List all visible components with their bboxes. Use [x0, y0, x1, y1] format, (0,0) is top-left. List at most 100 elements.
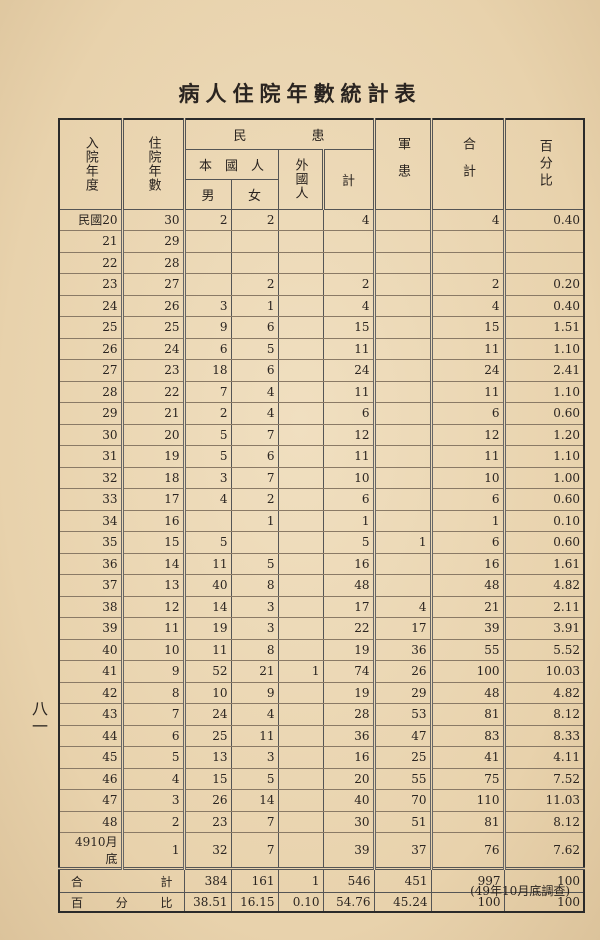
cell-years-hospitalized: 25 [121, 316, 186, 339]
cell-male [183, 230, 231, 253]
cell-female: 5 [230, 768, 278, 790]
cell-admission-year: 45 [58, 746, 124, 769]
total-military: 451 [373, 867, 432, 893]
cell-admission-year: 30 [58, 424, 124, 446]
cell-foreign [277, 617, 323, 640]
cell-admission-year: 47 [58, 789, 124, 812]
cell-admission-year: 21 [58, 230, 124, 253]
header-percent: 百分比 [503, 118, 585, 210]
cell-years-hospitalized: 14 [121, 553, 186, 575]
cell-years-hospitalized: 22 [121, 381, 186, 403]
cell-years-hospitalized: 9 [121, 660, 186, 683]
cell-total: 2 [430, 273, 506, 296]
cell-years-hospitalized: 4 [121, 768, 186, 790]
cell-admission-year: 26 [58, 338, 124, 360]
cell-percent: 11.03 [503, 789, 585, 812]
total-row: 合計 384 161 1 546 451 997 100 [58, 867, 585, 893]
cell-foreign [277, 359, 323, 382]
cell-years-hospitalized: 19 [121, 445, 186, 468]
cell-male: 40 [183, 574, 231, 597]
header-total: 合計 [430, 118, 506, 210]
cell-civilian-subtotal: 11 [322, 381, 376, 403]
cell-female: 4 [230, 402, 278, 425]
cell-civilian-subtotal: 4 [322, 209, 376, 231]
cell-foreign [277, 596, 323, 618]
cell-male: 23 [183, 811, 231, 833]
cell-percent: 0.40 [503, 209, 585, 231]
table-row: 37 13 40 8 48 48 4.82 [58, 574, 585, 597]
table-row: 29 21 2 4 6 6 0.60 [58, 402, 585, 425]
cell-foreign [277, 639, 323, 661]
cell-female: 4 [230, 703, 278, 726]
cell-female: 8 [230, 574, 278, 597]
cell-total: 110 [430, 789, 506, 812]
cell-years-hospitalized: 15 [121, 531, 186, 554]
table-row: 27 23 18 6 24 24 2.41 [58, 359, 585, 382]
cell-percent: 1.51 [503, 316, 585, 339]
cell-percent: 4.82 [503, 574, 585, 597]
percent-label: 百分比 [58, 892, 184, 912]
cell-military [373, 209, 433, 231]
cell-male: 7 [183, 381, 231, 403]
cell-percent: 8.12 [503, 703, 585, 726]
cell-total: 16 [430, 553, 506, 575]
cell-foreign [277, 574, 323, 597]
cell-civilian-subtotal: 6 [322, 402, 376, 425]
cell-civilian-subtotal: 40 [322, 789, 376, 812]
cell-total: 1 [430, 510, 506, 532]
cell-military [373, 402, 433, 425]
cell-admission-year: 32 [58, 467, 124, 489]
percent-total: 100 [430, 892, 505, 912]
cell-female: 7 [230, 467, 278, 489]
table-row: 46 4 15 5 20 55 75 7.52 [58, 768, 585, 790]
cell-military [373, 381, 433, 403]
cell-civilian-subtotal: 48 [322, 574, 376, 597]
cell-female: 1 [230, 295, 278, 317]
cell-foreign [277, 402, 323, 425]
cell-admission-year: 34 [58, 510, 124, 532]
cell-percent: 1.61 [503, 553, 585, 575]
header-foreign: 外國人 [277, 148, 325, 210]
header-female: 女 [230, 178, 279, 210]
cell-female: 7 [230, 424, 278, 446]
cell-percent: 4.11 [503, 746, 585, 769]
cell-admission-year: 22 [58, 252, 124, 274]
cell-foreign [277, 703, 323, 726]
cell-male: 3 [183, 467, 231, 489]
table-row: 36 14 11 5 16 16 1.61 [58, 553, 585, 575]
cell-total: 83 [430, 725, 506, 747]
cell-total: 4 [430, 209, 506, 231]
cell-percent: 1.10 [503, 381, 585, 403]
cell-female [230, 252, 278, 274]
cell-percent: 2.11 [503, 596, 585, 618]
cell-female: 2 [230, 273, 278, 296]
cell-total: 39 [430, 617, 506, 640]
table-row: 38 12 14 3 17 4 21 2.11 [58, 596, 585, 618]
cell-foreign [277, 725, 323, 747]
table-row: 25 25 9 6 15 15 1.51 [58, 316, 585, 339]
table-row: 4910月底 1 32 7 39 37 76 7.62 [58, 832, 585, 869]
cell-female: 4 [230, 381, 278, 403]
header-admission-year: 入院年度 [58, 118, 124, 210]
cell-female: 6 [230, 359, 278, 382]
cell-male: 32 [183, 832, 231, 869]
cell-male [183, 510, 231, 532]
cell-admission-year: 24 [58, 295, 124, 317]
cell-total: 55 [430, 639, 506, 661]
cell-total: 11 [430, 445, 506, 468]
cell-percent: 5.52 [503, 639, 585, 661]
cell-military: 29 [373, 682, 433, 704]
total-percent: 100 [503, 867, 585, 893]
cell-foreign [277, 467, 323, 489]
cell-percent: 10.03 [503, 660, 585, 683]
table-row: 21 29 [58, 230, 585, 253]
cell-civilian-subtotal: 12 [322, 424, 376, 446]
header-male: 男 [183, 178, 232, 210]
cell-admission-year: 44 [58, 725, 124, 747]
cell-admission-year: 28 [58, 381, 124, 403]
cell-years-hospitalized: 16 [121, 510, 186, 532]
cell-civilian-subtotal: 5 [322, 531, 376, 554]
cell-percent [503, 252, 585, 274]
header-domestic: 本 國 人 [183, 148, 279, 180]
cell-foreign [277, 209, 323, 231]
